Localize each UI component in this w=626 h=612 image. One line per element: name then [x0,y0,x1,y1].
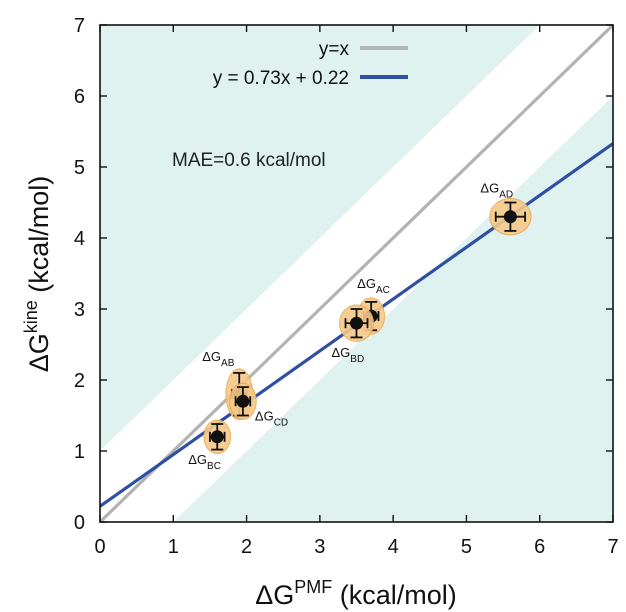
mae-annotation: MAE=0.6 kcal/mol [172,150,326,171]
x-tick-label: 0 [94,536,105,558]
data-point-cd [230,383,257,419]
x-tick-label: 7 [607,536,618,558]
point-marker [350,317,363,330]
y-tick-label: 6 [74,86,85,108]
point-marker [211,430,224,443]
y-tick-label: 5 [74,157,85,179]
y-tick-label: 3 [74,299,85,321]
x-tick-label: 5 [461,536,472,558]
x-tick-label: 4 [388,536,399,558]
point-marker [236,395,249,408]
x-tick-label: 3 [314,536,325,558]
x-axis-title: ΔGPMF (kcal/mol) [255,577,457,610]
y-tick-label: 1 [74,441,85,463]
legend-label-fit: y = 0.73x + 0.22 [213,68,349,89]
x-tick-label: 1 [168,536,179,558]
data-point-bc [204,420,231,454]
y-axis-title: ΔGkine (kcal/mol) [21,176,54,373]
data-point-ad [490,199,531,235]
y-tick-label: 2 [74,370,85,392]
y-tick-label: 7 [74,15,85,37]
point-marker [504,210,517,223]
y-tick-label: 0 [74,512,85,534]
x-tick-label: 2 [241,536,252,558]
x-tick-label: 6 [534,536,545,558]
y-tick-label: 4 [74,228,85,250]
data-point-bd [340,305,374,341]
legend-label-y-equals-x: y=x [319,39,350,60]
